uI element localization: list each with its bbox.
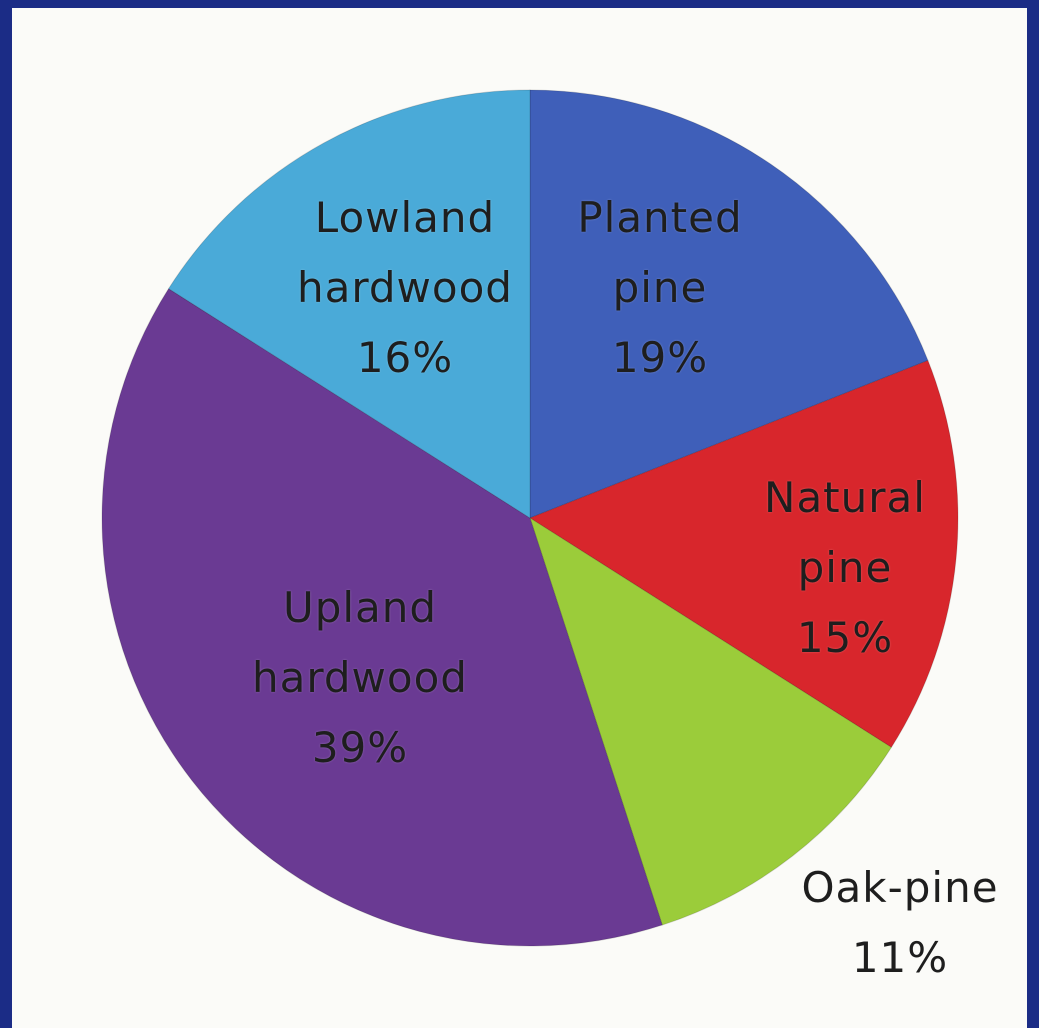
slice-label: Oak-pine 11%: [770, 853, 1027, 993]
slice-label: Natural pine 15%: [715, 463, 975, 673]
category-label: Upland hardwood: [252, 583, 468, 702]
value-label: 11%: [851, 933, 949, 982]
chart-frame: Planted pine 19% Natural pine 15% Oak-pine 11…: [12, 8, 1027, 1028]
category-label: Oak-pine: [801, 863, 999, 912]
pie-slice: [167, 89, 531, 519]
slice-label: Upland hardwood 39%: [230, 573, 490, 783]
pie-slice: [528, 359, 959, 749]
value-label: 39%: [311, 723, 409, 772]
value-label: 15%: [796, 613, 894, 662]
pie-slice: [101, 287, 663, 947]
category-label: Planted pine: [577, 193, 743, 312]
value-label: 19%: [611, 333, 709, 382]
chart: [101, 89, 959, 947]
pie-slice: [529, 89, 929, 519]
pie-slice: [529, 516, 893, 926]
slice-label: Planted pine 19%: [530, 183, 790, 393]
slice-label: Lowland hardwood 16%: [275, 183, 535, 393]
category-label: Natural pine: [764, 473, 926, 592]
value-label: 16%: [356, 333, 454, 382]
category-label: Lowland hardwood: [297, 193, 513, 312]
